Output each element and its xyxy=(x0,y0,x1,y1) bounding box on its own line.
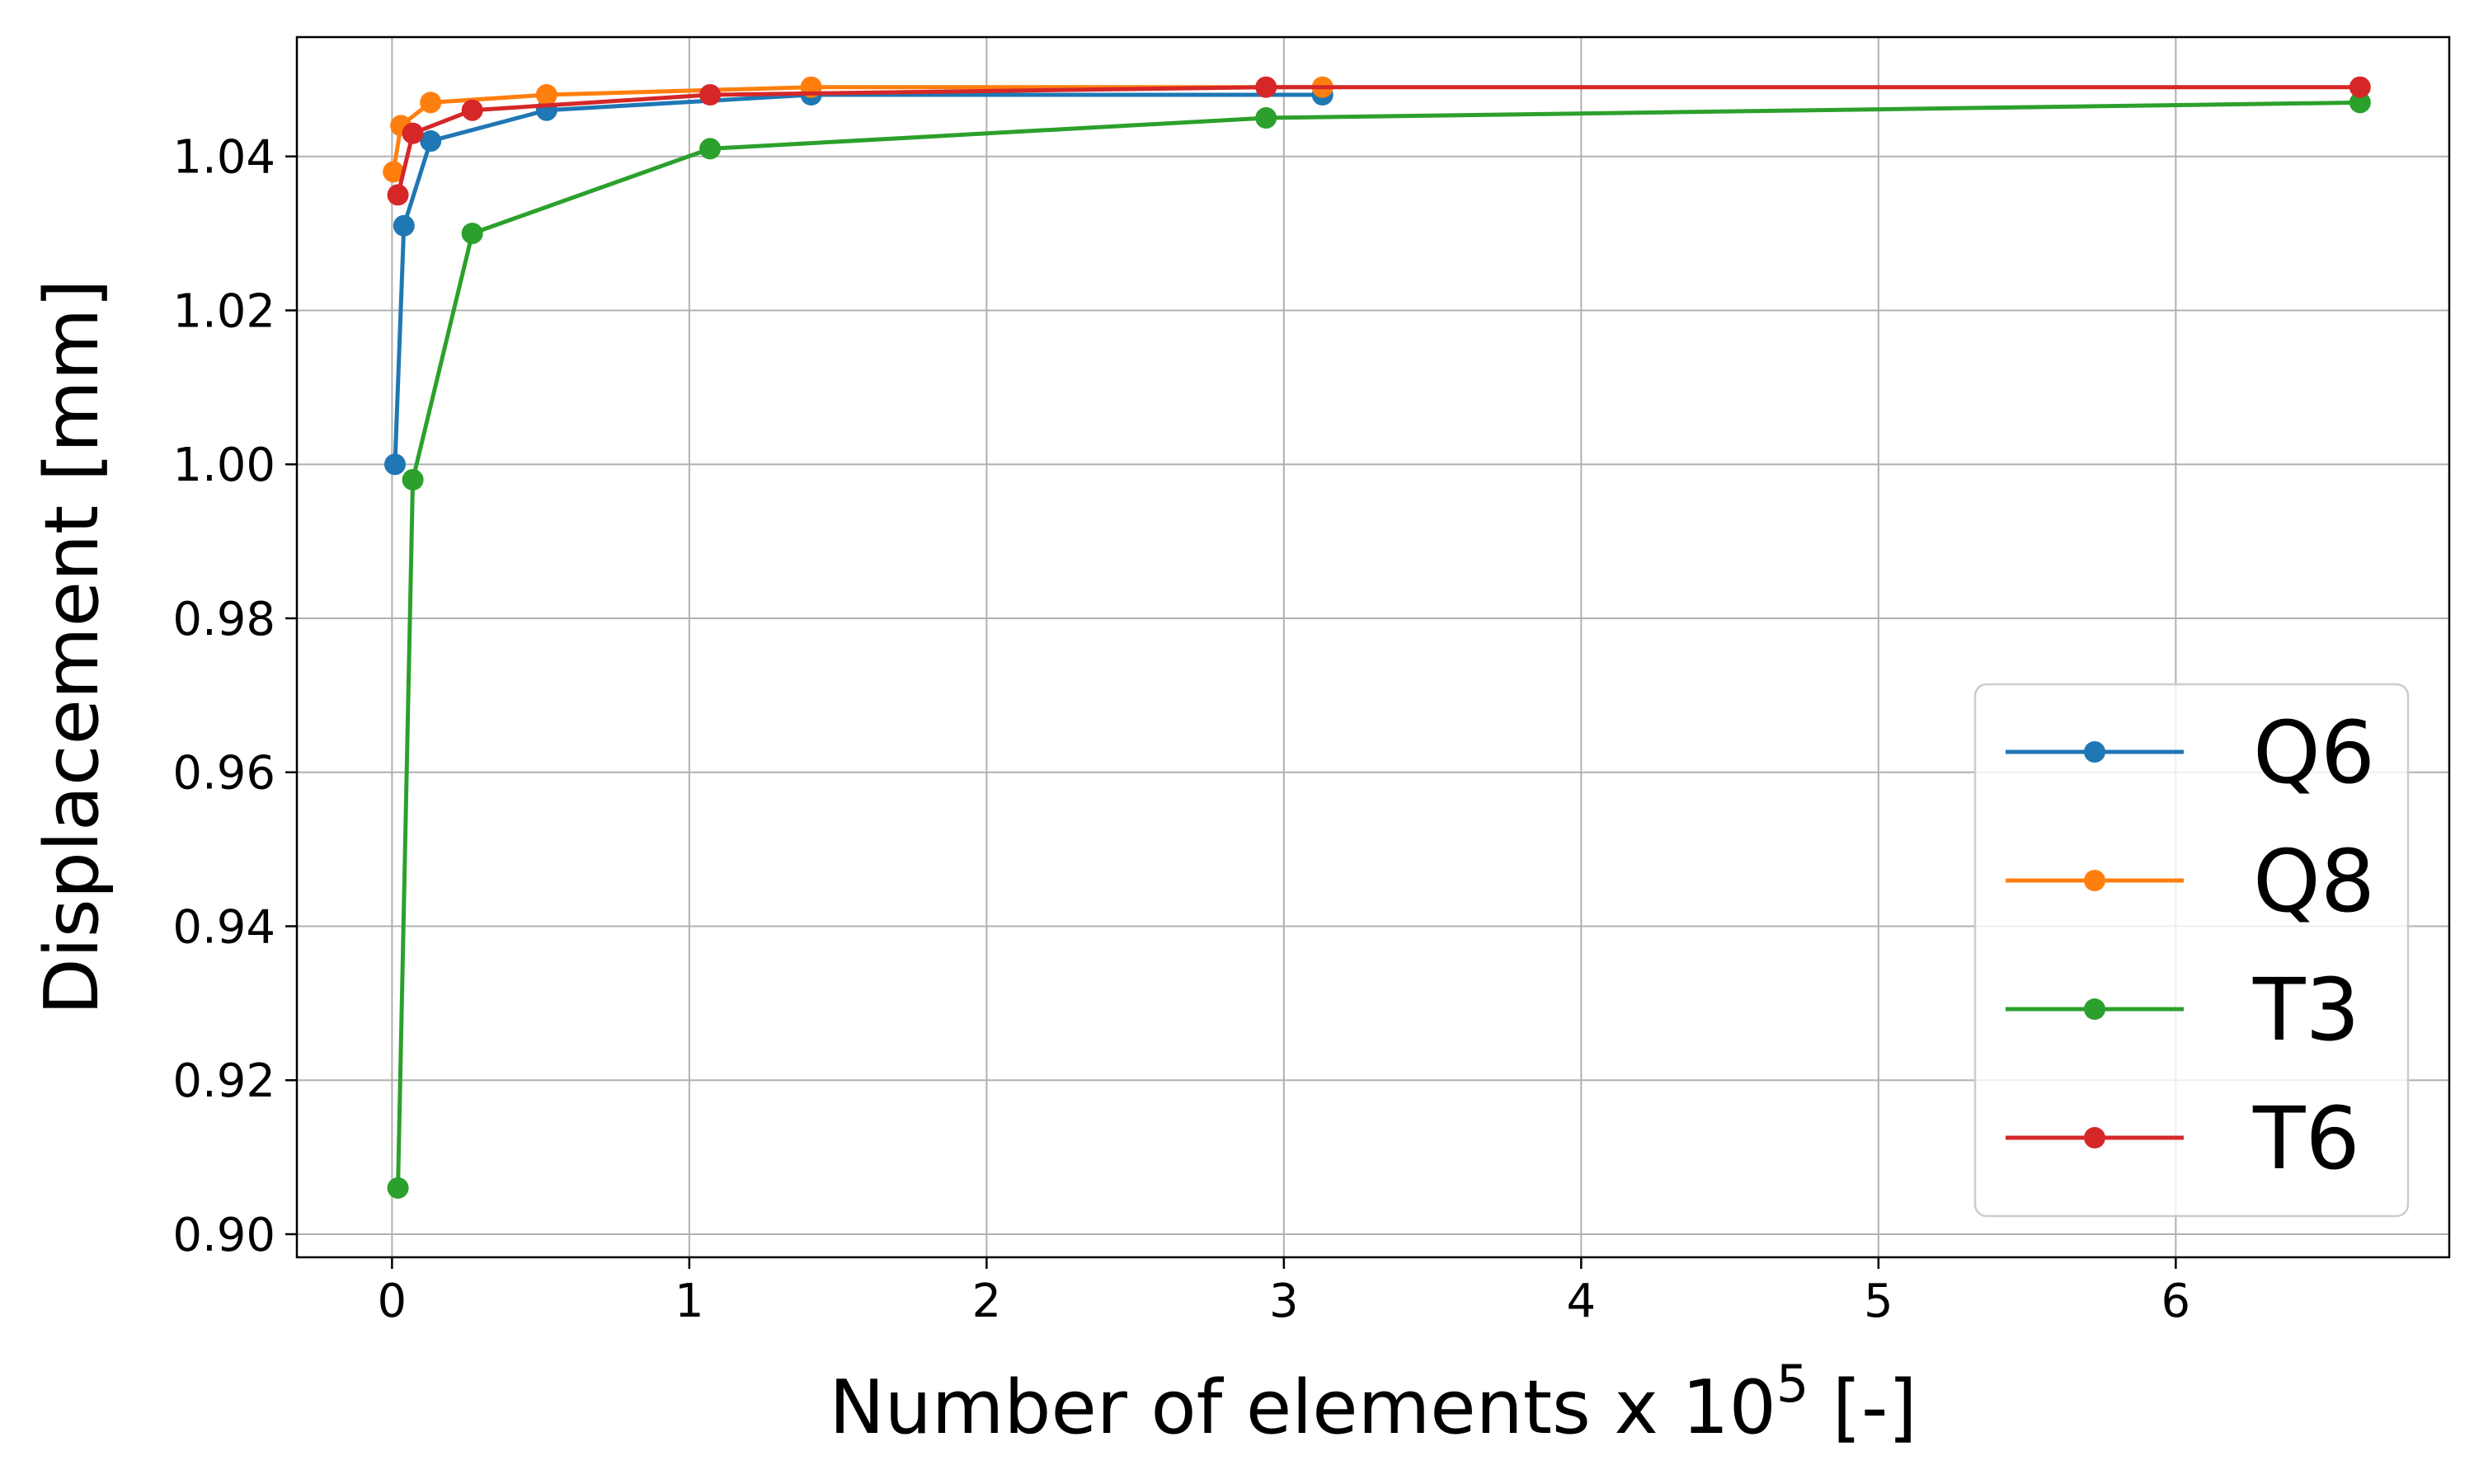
x-tick-label: 2 xyxy=(972,1275,1002,1328)
x-tick-label: 4 xyxy=(1567,1275,1597,1328)
data-point-q6 xyxy=(420,130,442,153)
data-point-q6 xyxy=(393,214,415,237)
y-tick-label: 1.02 xyxy=(172,284,275,338)
legend-label: T3 xyxy=(2252,960,2360,1060)
data-point-t6 xyxy=(402,122,424,144)
data-point-t3 xyxy=(461,223,483,245)
legend: Q6 Q8 T3 T6 xyxy=(1973,683,2410,1218)
data-point-t3 xyxy=(387,1176,409,1199)
x-axis-label: Number of elements x 105 [-] xyxy=(829,1354,1917,1451)
series-t3 xyxy=(387,92,2371,1199)
y-tick-label: 0.92 xyxy=(172,1054,275,1108)
series-q6 xyxy=(383,84,1333,476)
legend-marker xyxy=(2084,998,2105,1020)
x-tick-label: 0 xyxy=(378,1275,407,1328)
x-tick-label: 1 xyxy=(675,1275,704,1328)
plot-series xyxy=(383,76,2371,1199)
y-tick-label: 1.00 xyxy=(172,439,275,492)
series-line-q6 xyxy=(393,92,1323,465)
data-point-t3 xyxy=(2349,92,2371,114)
series-line-t3 xyxy=(396,100,2360,1189)
legend-marker xyxy=(2084,870,2105,891)
legend-box xyxy=(1973,683,2410,1218)
legend-item-t3: T3 xyxy=(2006,960,2360,1060)
data-point-q6 xyxy=(383,453,406,476)
data-point-t3 xyxy=(1255,107,1277,129)
legend-label: Q8 xyxy=(2253,831,2375,932)
series-line-q8 xyxy=(391,85,1323,172)
data-point-q8 xyxy=(535,84,557,106)
axis-ticks: 0 1 2 3 4 5 6 0.90 0.92 0.94 0.96 0.98 1.00 1.02 1.04 xyxy=(172,131,2190,1328)
y-tick-label: 0.94 xyxy=(172,900,275,954)
x-tick-label: 5 xyxy=(1864,1275,1893,1328)
legend-marker xyxy=(2084,741,2105,763)
data-point-t6 xyxy=(1255,76,1277,98)
data-point-t3 xyxy=(402,468,424,491)
legend-item-t6: T6 xyxy=(2006,1088,2360,1189)
data-point-t6 xyxy=(461,99,483,121)
x-axis-label-superscript: 5 xyxy=(1776,1354,1808,1414)
plot-frame xyxy=(295,35,2451,1259)
data-point-q8 xyxy=(383,161,405,183)
y-axis-label: Displacement [mm] xyxy=(29,279,115,1016)
x-tick-label: 3 xyxy=(1269,1275,1299,1328)
legend-item-q6: Q6 xyxy=(2006,702,2375,803)
legend-label: Q6 xyxy=(2253,702,2375,803)
data-point-t6 xyxy=(699,84,722,106)
legend-marker xyxy=(2084,1127,2105,1148)
data-point-t6 xyxy=(2349,76,2371,98)
y-tick-label: 0.90 xyxy=(172,1209,275,1262)
x-tick-label: 6 xyxy=(2161,1275,2191,1328)
series-t6 xyxy=(387,76,2371,206)
y-tick-label: 0.96 xyxy=(172,747,275,801)
data-point-t3 xyxy=(699,138,722,160)
legend-label: T6 xyxy=(2252,1088,2360,1189)
data-point-q8 xyxy=(420,92,442,114)
data-point-t6 xyxy=(387,184,409,206)
x-axis-label-suffix: [-] xyxy=(1808,1364,1917,1451)
y-tick-label: 1.04 xyxy=(172,131,275,185)
legend-item-q8: Q8 xyxy=(2006,831,2375,932)
y-tick-label: 0.98 xyxy=(172,593,275,646)
